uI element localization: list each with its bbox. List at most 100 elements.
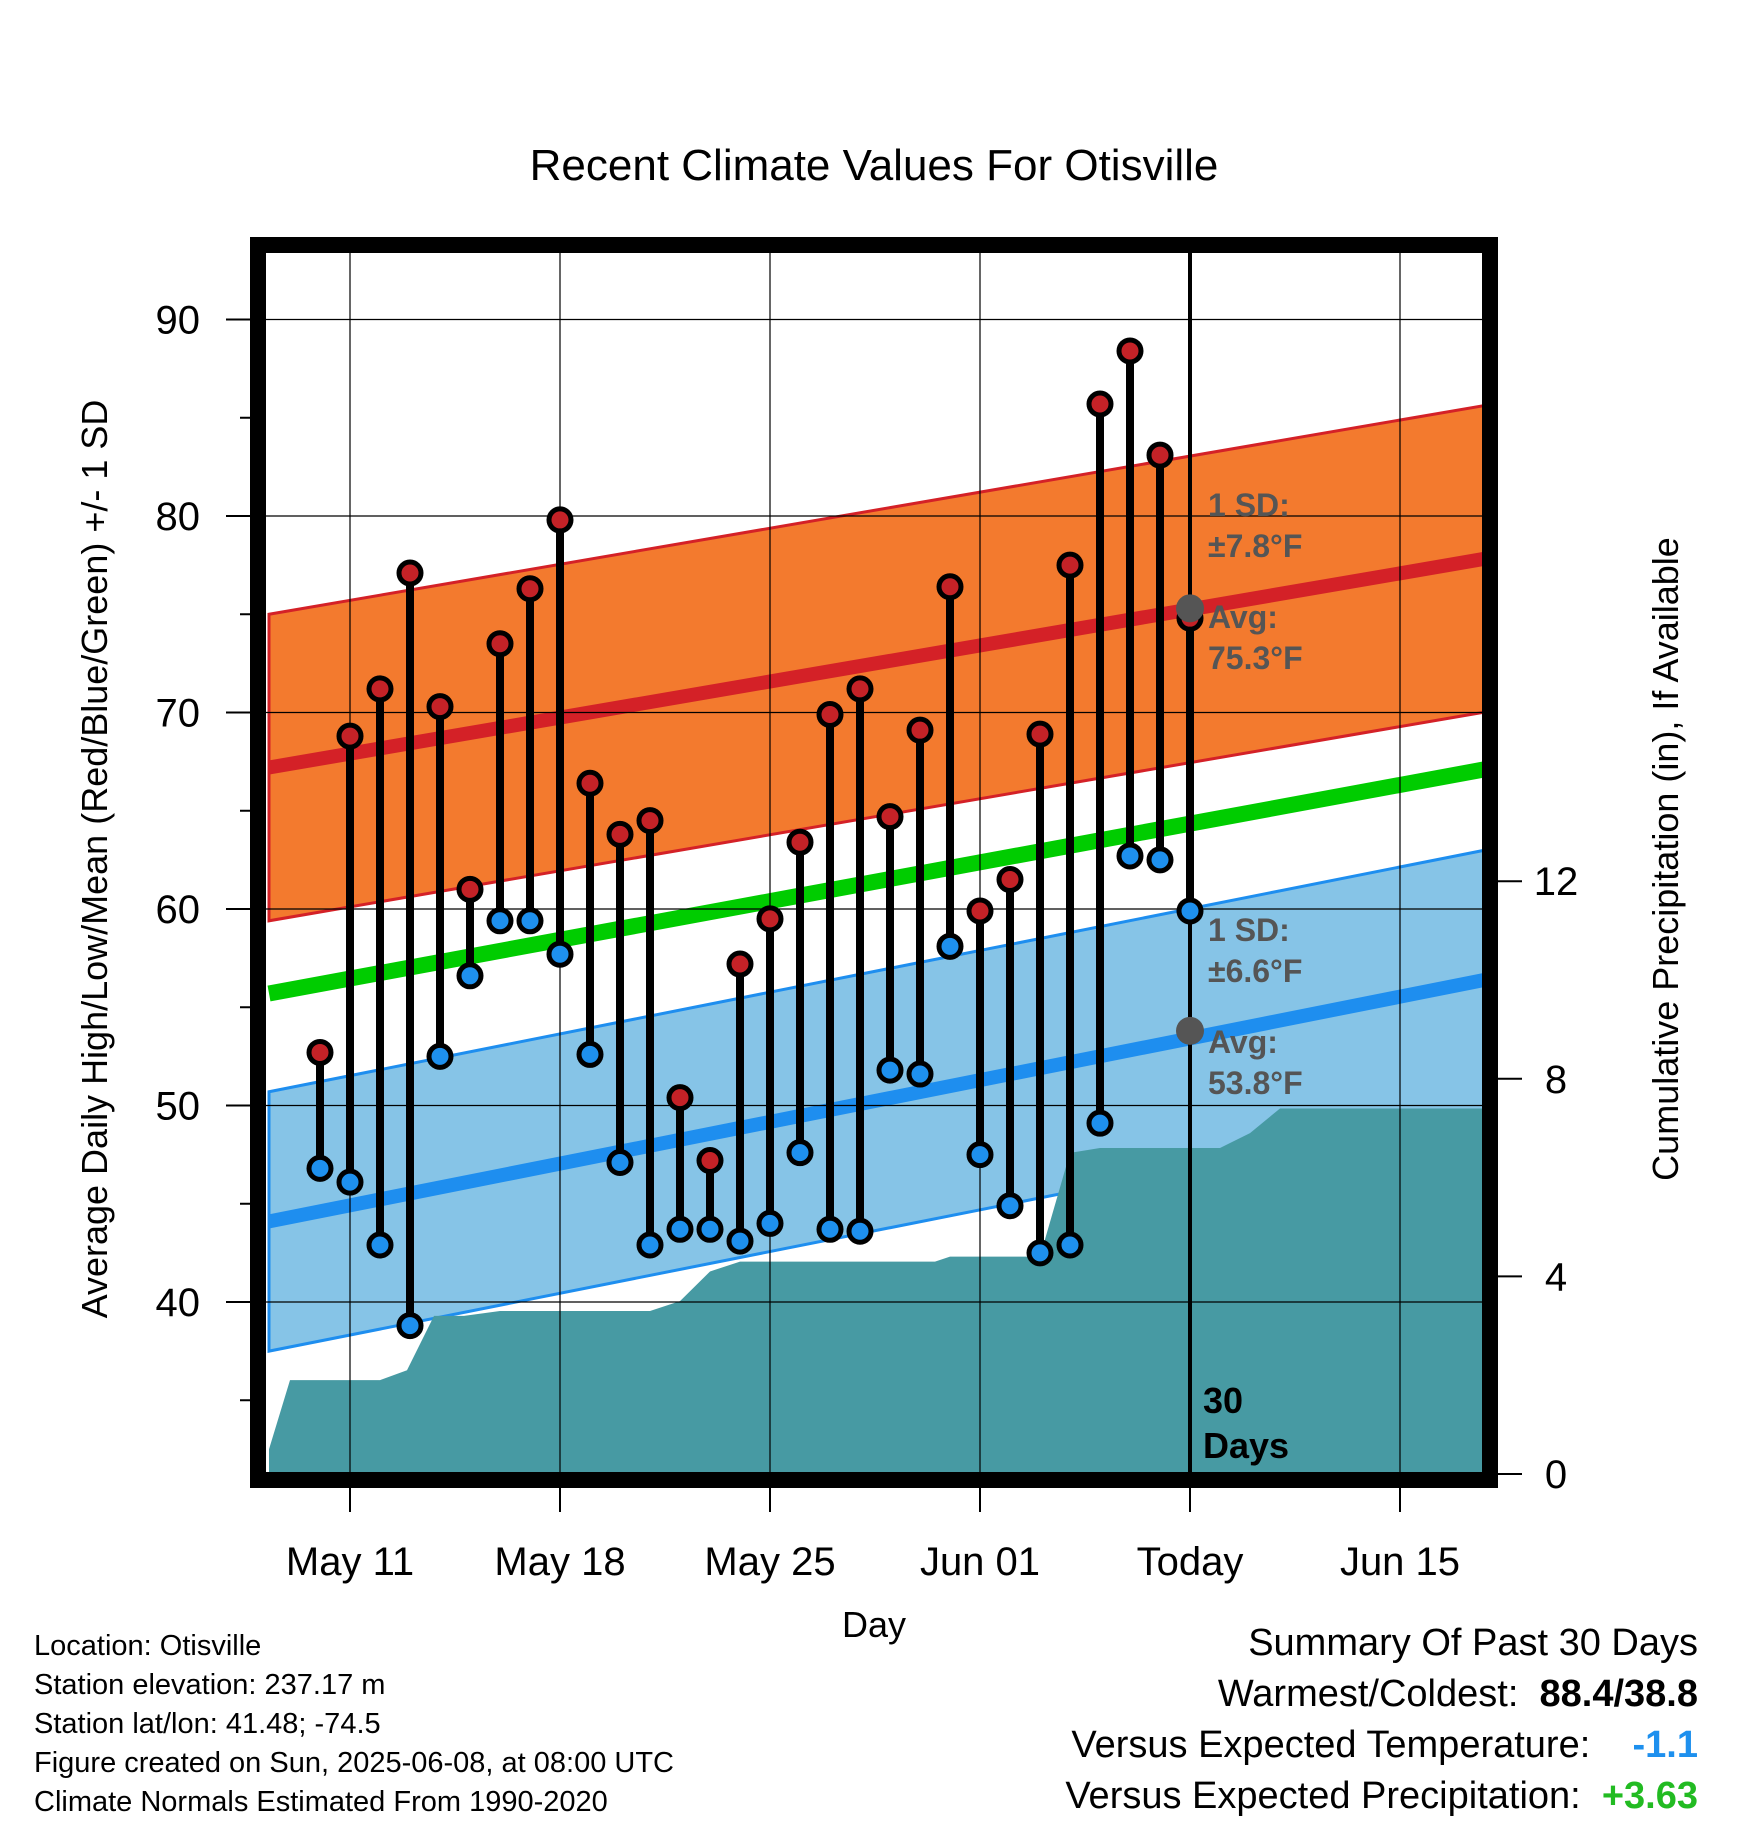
y2-tick-label: 12 [1534,860,1579,904]
high-point [1026,720,1054,748]
low-sd-label: 1 SD: [1208,912,1290,948]
chart-title: Recent Climate Values For Otisville [530,141,1219,190]
high-point [966,897,994,925]
days-count: 30 [1203,1380,1243,1421]
low-point [1146,846,1174,874]
low-point [726,1227,754,1255]
y-axis-label: Average Daily High/Low/Mean (Red/Blue/Gr… [74,400,115,1319]
low-point [306,1154,334,1182]
low-avg-value: 53.8°F [1208,1065,1303,1101]
low-point [1086,1109,1114,1137]
high-point [846,675,874,703]
low-point [696,1215,724,1243]
high-point [696,1147,724,1175]
high-point [486,630,514,658]
y-tick-label: 50 [156,1085,201,1129]
temp-label: Versus Expected Temperature: [1071,1724,1591,1766]
summary-precip: Versus Expected Precipitation: +3.63 [1065,1775,1698,1818]
high-point [426,693,454,721]
x-tick-label: May 18 [494,1540,625,1584]
low-point [576,1040,604,1068]
low-sd-value: ±6.6°F [1208,953,1302,989]
location-text: Location: Otisville [34,1630,262,1662]
high-point [996,866,1024,894]
low-point [666,1215,694,1243]
low-point [756,1209,784,1237]
y-tick-label: 60 [156,888,201,932]
low-point [1056,1231,1084,1259]
temp-value: -1.1 [1632,1724,1698,1766]
low-avg-label: Avg: [1208,1024,1278,1060]
plot-frame [250,237,1498,1488]
summary-temp: Versus Expected Temperature: -1.1 [1071,1724,1698,1767]
low-point [846,1217,874,1245]
high-point [726,950,754,978]
summary-title: Summary Of Past 30 Days [1248,1622,1698,1664]
normals-text: Climate Normals Estimated From 1990-2020 [34,1786,608,1818]
x-tick-label: May 25 [704,1540,835,1584]
precip-value: +3.63 [1601,1775,1698,1817]
y2-tick-label: 4 [1545,1255,1567,1299]
normal-low-line [267,972,1484,1229]
created-text: Figure created on Sun, 2025-06-08, at 08… [34,1747,674,1779]
x-tick-label: Jun 15 [1340,1540,1460,1584]
high-point [1086,390,1114,418]
high-point [336,722,364,750]
high-point [546,506,574,534]
y-tick-label: 40 [156,1281,201,1325]
warm-cold-label: Warmest/Coldest: [1217,1673,1519,1715]
low-point [606,1148,634,1176]
high-point [876,803,904,831]
high-point [906,716,934,744]
low-point [1176,897,1204,925]
axes: 40 50 60 70 80 90 0 4 8 12 May 11 May 18 May 25 Jun 0… [156,237,1579,1584]
station-info: Location: Otisville Station elevation: 2… [34,1627,674,1822]
low-point [816,1215,844,1243]
high-avg-label: Avg: [1208,599,1278,635]
precip-label: Versus Expected Precipitation: [1065,1775,1581,1817]
high-point [636,807,664,835]
high-point [1146,441,1174,469]
high-point [516,575,544,603]
high-point [396,559,424,587]
x-axis-label: Day [842,1604,906,1645]
y-tick-label: 70 [156,692,201,736]
precip-area [269,1108,1484,1474]
low-point [426,1042,454,1070]
x-tick-label: May 11 [286,1540,414,1584]
plot-content [264,251,1484,1474]
low-point [366,1231,394,1259]
x-tick-label: Jun 01 [920,1540,1040,1584]
low-point [456,962,484,990]
high-sd-label: 1 SD: [1208,487,1290,523]
normal-high-line [267,551,1484,775]
low-point [546,940,574,968]
high-point [666,1084,694,1112]
low-point [966,1141,994,1169]
low-point [1026,1239,1054,1267]
high-point [366,675,394,703]
high-point [756,905,784,933]
high-point [606,820,634,848]
summary-warm-cold: Warmest/Coldest: 88.4/38.8 [1218,1673,1698,1716]
low-point [906,1060,934,1088]
low-point [396,1312,424,1340]
plot-area [264,251,1484,1474]
high-sd-value: ±7.8°F [1208,528,1302,564]
x-tick-label: Today [1137,1540,1244,1584]
high-point [576,769,604,797]
high-point [456,875,484,903]
warm-cold-value: 88.4/38.8 [1539,1673,1698,1715]
high-avg-value: 75.3°F [1208,640,1303,676]
high-point [786,828,814,856]
high-point [306,1038,334,1066]
y2-tick-label: 0 [1545,1453,1567,1497]
latlon-text: Station lat/lon: 41.48; -74.5 [34,1708,381,1740]
low-point [336,1168,364,1196]
high-point [816,700,844,728]
y2-axis-label: Cumulative Precipitation (in), If Availa… [1645,537,1686,1181]
elevation-text: Station elevation: 237.17 m [34,1669,386,1701]
low-point [876,1056,904,1084]
high-point [1116,337,1144,365]
